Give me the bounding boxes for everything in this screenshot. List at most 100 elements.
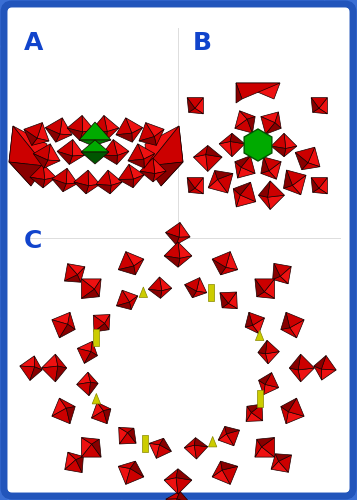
Polygon shape — [118, 466, 130, 484]
Polygon shape — [81, 438, 92, 457]
Polygon shape — [247, 404, 262, 412]
Polygon shape — [215, 95, 232, 104]
Polygon shape — [105, 314, 110, 330]
Polygon shape — [20, 366, 35, 380]
Polygon shape — [286, 412, 304, 424]
FancyBboxPatch shape — [4, 4, 353, 496]
Polygon shape — [266, 340, 279, 354]
Polygon shape — [263, 384, 279, 394]
Polygon shape — [266, 352, 279, 364]
Polygon shape — [241, 156, 255, 174]
Polygon shape — [91, 116, 107, 132]
Polygon shape — [128, 159, 144, 168]
Polygon shape — [84, 352, 97, 364]
Polygon shape — [144, 154, 155, 168]
Polygon shape — [221, 461, 238, 470]
Polygon shape — [153, 158, 166, 174]
Polygon shape — [237, 168, 255, 178]
Polygon shape — [79, 140, 111, 146]
Polygon shape — [236, 83, 242, 103]
Polygon shape — [236, 83, 280, 99]
Polygon shape — [156, 445, 171, 458]
Polygon shape — [160, 438, 171, 452]
Polygon shape — [276, 83, 283, 102]
Polygon shape — [65, 264, 77, 281]
Polygon shape — [313, 188, 327, 194]
Polygon shape — [290, 320, 304, 338]
Polygon shape — [249, 312, 265, 326]
Polygon shape — [271, 454, 278, 469]
Polygon shape — [228, 292, 237, 308]
Polygon shape — [41, 366, 58, 382]
Polygon shape — [91, 130, 107, 140]
Polygon shape — [260, 88, 276, 108]
Polygon shape — [188, 188, 203, 194]
Polygon shape — [179, 222, 190, 237]
Polygon shape — [41, 354, 58, 368]
Polygon shape — [311, 178, 327, 188]
Polygon shape — [30, 367, 42, 380]
Polygon shape — [283, 110, 301, 120]
Polygon shape — [96, 170, 111, 186]
Polygon shape — [260, 83, 280, 95]
Polygon shape — [271, 146, 286, 156]
Polygon shape — [314, 366, 322, 380]
Polygon shape — [195, 178, 203, 194]
Polygon shape — [52, 408, 70, 424]
Polygon shape — [24, 130, 37, 146]
Polygon shape — [106, 128, 119, 140]
Polygon shape — [230, 142, 245, 156]
Polygon shape — [160, 288, 172, 298]
Polygon shape — [265, 372, 279, 388]
Polygon shape — [220, 292, 228, 308]
Polygon shape — [255, 330, 264, 340]
Polygon shape — [160, 277, 172, 291]
Polygon shape — [76, 456, 83, 472]
Polygon shape — [284, 134, 297, 148]
Polygon shape — [281, 328, 297, 338]
Polygon shape — [93, 316, 105, 332]
Polygon shape — [81, 279, 101, 289]
Polygon shape — [33, 144, 50, 160]
Polygon shape — [81, 289, 99, 298]
Polygon shape — [284, 146, 297, 156]
Polygon shape — [258, 340, 267, 354]
Polygon shape — [210, 104, 230, 120]
Polygon shape — [13, 126, 47, 166]
Polygon shape — [77, 342, 92, 351]
Polygon shape — [212, 470, 230, 484]
Polygon shape — [311, 98, 319, 112]
Polygon shape — [178, 256, 192, 267]
Polygon shape — [257, 390, 263, 407]
Polygon shape — [44, 160, 60, 168]
Polygon shape — [258, 352, 268, 364]
Polygon shape — [308, 147, 320, 167]
Polygon shape — [116, 290, 130, 306]
Polygon shape — [240, 111, 255, 119]
Polygon shape — [52, 312, 70, 324]
Polygon shape — [206, 146, 222, 157]
Polygon shape — [235, 111, 247, 128]
Polygon shape — [86, 184, 100, 194]
Polygon shape — [118, 164, 134, 180]
Polygon shape — [227, 430, 240, 446]
Polygon shape — [218, 174, 233, 193]
Polygon shape — [212, 259, 226, 275]
Polygon shape — [176, 478, 192, 494]
Polygon shape — [59, 324, 75, 338]
Polygon shape — [255, 279, 264, 296]
Polygon shape — [120, 432, 136, 444]
Polygon shape — [32, 138, 49, 145]
Polygon shape — [77, 348, 91, 364]
Polygon shape — [81, 140, 109, 152]
Polygon shape — [225, 426, 240, 434]
Polygon shape — [294, 118, 310, 136]
Polygon shape — [267, 181, 285, 197]
Polygon shape — [164, 469, 178, 480]
Polygon shape — [208, 180, 228, 193]
Polygon shape — [263, 157, 281, 171]
Polygon shape — [289, 368, 301, 382]
Polygon shape — [221, 268, 238, 275]
Polygon shape — [194, 445, 208, 459]
Polygon shape — [308, 133, 322, 144]
